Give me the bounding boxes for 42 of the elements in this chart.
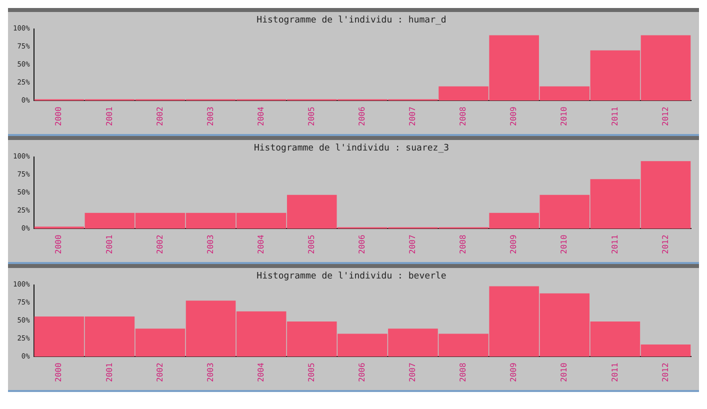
- x-tick-label: 2010: [560, 234, 569, 254]
- x-tick-label: 2011: [610, 234, 620, 254]
- x-tick-label: 2002: [155, 106, 164, 126]
- x-tick-label: 2009: [509, 234, 518, 254]
- x-tick-label: 2011: [610, 362, 620, 382]
- x-tick-label: 2005: [306, 106, 316, 126]
- x-tick-label: 2006: [358, 234, 367, 254]
- x-tick-label: 2003: [206, 106, 215, 126]
- x-tick-label: 2005: [306, 362, 316, 382]
- x-tick-label: 2009: [509, 362, 518, 382]
- x-tick-label: 2008: [458, 362, 468, 382]
- x-tick-label: 2012: [660, 106, 670, 126]
- x-tick-label: 2007: [408, 362, 418, 382]
- chart-title: Histogramme de l'individu : beverle: [256, 272, 446, 282]
- x-tick-label: 2004: [256, 234, 266, 254]
- x-tick-label: 2009: [509, 106, 518, 126]
- x-tick-label: 2010: [560, 106, 569, 126]
- x-tick-label: 2005: [306, 234, 316, 254]
- x-tick-label: 2012: [660, 234, 670, 254]
- x-tick-label: 2003: [206, 234, 215, 254]
- x-tick-label: 2008: [458, 234, 468, 254]
- x-tick-label: 2006: [358, 106, 367, 126]
- x-tick-label: 2004: [256, 362, 266, 382]
- x-tick-label: 2011: [610, 106, 620, 126]
- x-tick-label: 2000: [54, 234, 64, 254]
- x-tick-label: 2001: [104, 106, 114, 126]
- x-tick-label: 2000: [54, 106, 64, 126]
- x-tick-label: 2004: [256, 106, 266, 126]
- x-tick-label: 2012: [660, 362, 670, 382]
- x-tick-label: 2010: [560, 362, 569, 382]
- x-tick-label: 2001: [104, 362, 114, 382]
- x-tick-label: 2003: [206, 362, 215, 382]
- x-tick-label: 2002: [155, 234, 164, 254]
- x-tick-label: 2007: [408, 106, 418, 126]
- chart-title: Histogramme de l'individu : humar_d: [256, 16, 446, 26]
- x-tick-label: 2007: [408, 234, 418, 254]
- x-tick-label: 2006: [358, 362, 367, 382]
- x-tick-label: 2001: [104, 234, 114, 254]
- chart-title: Histogramme de l'individu : suarez_3: [254, 144, 450, 154]
- x-tick-label: 2002: [155, 362, 164, 382]
- x-tick-label: 2000: [54, 362, 64, 382]
- x-tick-label: 2008: [458, 106, 468, 126]
